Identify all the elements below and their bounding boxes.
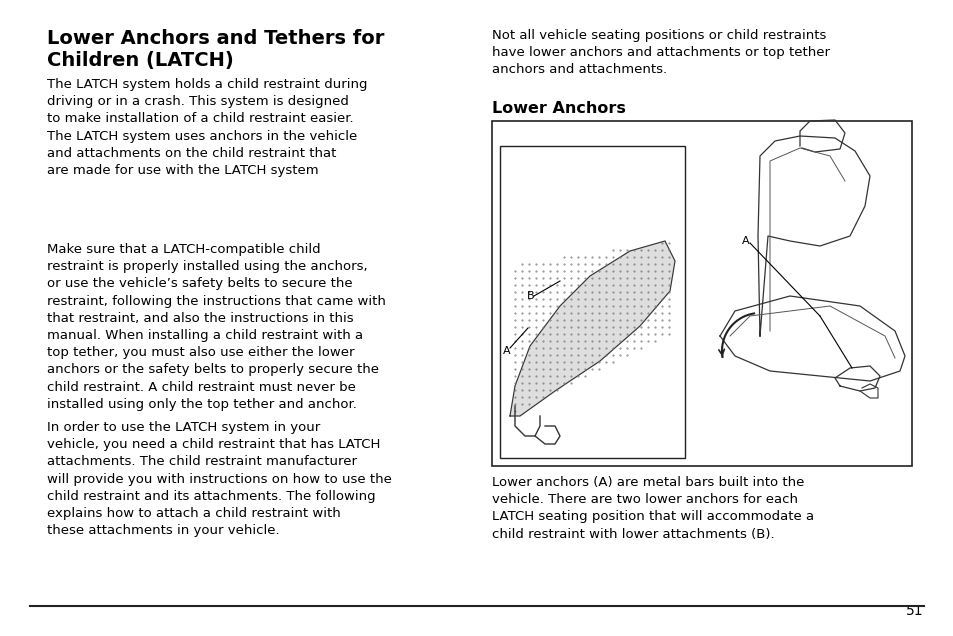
Text: Lower Anchors and Tethers for: Lower Anchors and Tethers for — [47, 29, 384, 48]
Text: Not all vehicle seating positions or child restraints
have lower anchors and att: Not all vehicle seating positions or chi… — [492, 29, 829, 76]
Text: Make sure that a LATCH-compatible child
restraint is properly installed using th: Make sure that a LATCH-compatible child … — [47, 243, 385, 411]
Text: B: B — [526, 291, 534, 301]
Text: Lower anchors (A) are metal bars built into the
vehicle. There are two lower anc: Lower anchors (A) are metal bars built i… — [492, 476, 813, 541]
Text: Children (LATCH): Children (LATCH) — [47, 51, 233, 70]
Bar — [499, 146, 684, 458]
Text: Lower Anchors: Lower Anchors — [492, 101, 625, 116]
Text: A: A — [502, 346, 510, 356]
Text: 51: 51 — [905, 604, 923, 618]
Text: In order to use the LATCH system in your
vehicle, you need a child restraint tha: In order to use the LATCH system in your… — [47, 421, 392, 537]
Polygon shape — [510, 241, 675, 416]
Text: The LATCH system holds a child restraint during
driving or in a crash. This syst: The LATCH system holds a child restraint… — [47, 78, 367, 177]
Bar — [492, 121, 911, 466]
Text: A: A — [741, 236, 749, 246]
